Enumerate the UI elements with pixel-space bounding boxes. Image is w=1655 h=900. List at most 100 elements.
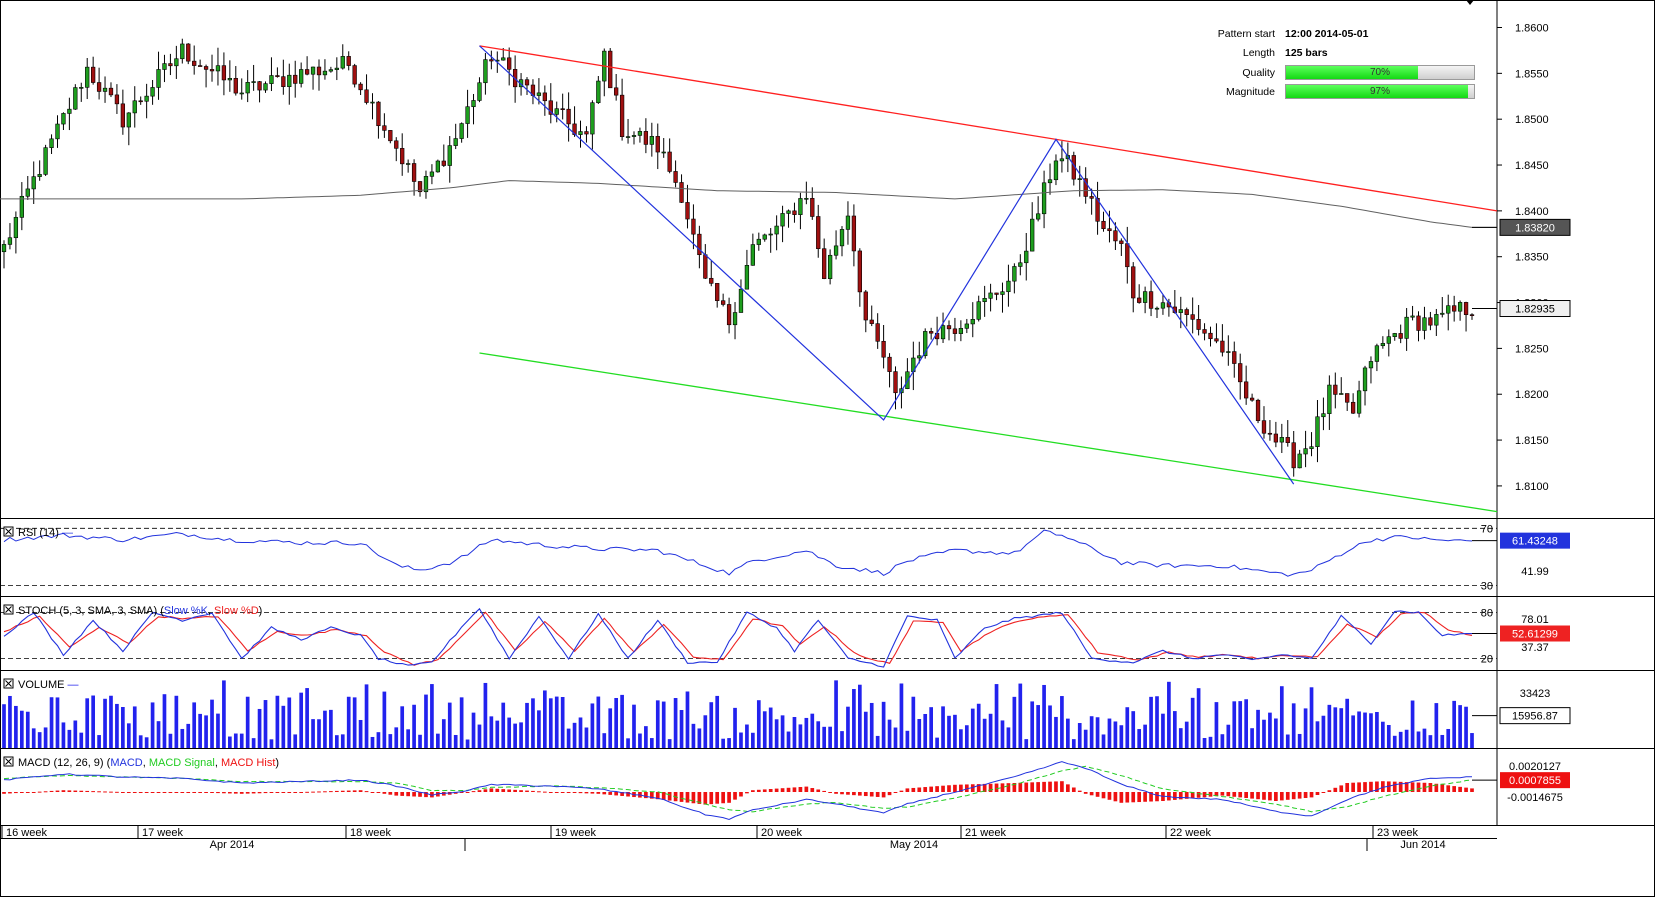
candle-body[interactable] — [631, 135, 637, 137]
candle-body[interactable] — [1321, 413, 1326, 418]
candle-body[interactable] — [55, 123, 60, 140]
candle-body[interactable] — [804, 198, 809, 200]
candle-body[interactable] — [1434, 314, 1439, 326]
candle-body[interactable] — [1339, 393, 1344, 395]
volume-bar[interactable] — [483, 682, 488, 748]
candle-body[interactable] — [923, 331, 928, 357]
volume-bar[interactable] — [542, 690, 547, 748]
volume-bar[interactable] — [293, 734, 298, 748]
volume-bar[interactable] — [115, 703, 119, 748]
candle-body[interactable] — [13, 217, 19, 239]
volume-bar[interactable] — [1071, 739, 1076, 748]
candle-body[interactable] — [180, 43, 185, 60]
candle-body[interactable] — [1261, 420, 1267, 434]
candle-body[interactable] — [1077, 178, 1082, 180]
candle-body[interactable] — [1416, 315, 1421, 331]
candle-body[interactable] — [1232, 351, 1237, 364]
candle-body[interactable] — [1059, 158, 1065, 162]
candle-body[interactable] — [316, 66, 322, 76]
volume-bar[interactable] — [1149, 696, 1153, 748]
candle-body[interactable] — [227, 78, 232, 81]
candle-body[interactable] — [1000, 291, 1005, 295]
volume-bar[interactable] — [31, 728, 36, 748]
candle-body[interactable] — [1053, 160, 1059, 181]
stoch-collapse-icon[interactable] — [5, 606, 12, 613]
volume-bar[interactable] — [144, 737, 149, 748]
candle-body[interactable] — [994, 292, 999, 295]
candle-body[interactable] — [715, 283, 720, 302]
volume-bar[interactable] — [334, 735, 339, 748]
candle-body[interactable] — [1440, 312, 1445, 315]
candle-body[interactable] — [489, 59, 494, 62]
candle-body[interactable] — [85, 66, 90, 88]
volume-bar[interactable] — [67, 729, 72, 748]
candle-body[interactable] — [441, 160, 446, 166]
candle-body[interactable] — [566, 108, 571, 125]
volume-bar[interactable] — [917, 719, 922, 748]
candle-body[interactable] — [376, 101, 381, 127]
candle-body[interactable] — [25, 188, 30, 197]
candle-body[interactable] — [1255, 399, 1261, 421]
volume-bar[interactable] — [756, 700, 761, 748]
volume-bar[interactable] — [1083, 729, 1088, 748]
volume-bar[interactable] — [1369, 713, 1373, 748]
volume-bar[interactable] — [1190, 697, 1195, 748]
volume-bar[interactable] — [228, 736, 232, 748]
volume-bar[interactable] — [400, 706, 405, 748]
volume-bar[interactable] — [156, 721, 161, 748]
candle-body[interactable] — [667, 151, 672, 172]
volume-bar[interactable] — [1416, 731, 1421, 748]
candle-body[interactable] — [1154, 307, 1160, 310]
volume-bar[interactable] — [1196, 688, 1201, 748]
candle-body[interactable] — [839, 229, 845, 247]
volume-bar[interactable] — [382, 691, 387, 748]
candle-body[interactable] — [1041, 182, 1047, 215]
candle-body[interactable] — [370, 101, 375, 104]
volume-bar[interactable] — [1274, 718, 1278, 748]
volume-bar[interactable] — [1434, 703, 1439, 748]
volume-bar[interactable] — [269, 739, 274, 748]
volume-bar[interactable] — [126, 723, 131, 748]
volume-bar[interactable] — [287, 697, 292, 748]
volume-bar[interactable] — [911, 696, 916, 748]
candle-body[interactable] — [596, 80, 601, 104]
volume-bar[interactable] — [679, 710, 684, 748]
candle-body[interactable] — [483, 59, 488, 84]
volume-bar[interactable] — [703, 715, 708, 748]
volume-bar[interactable] — [1137, 729, 1142, 748]
candle-body[interactable] — [643, 131, 649, 145]
candle-body[interactable] — [1214, 338, 1219, 342]
volume-bar[interactable] — [1232, 701, 1237, 748]
volume-bar[interactable] — [418, 734, 422, 748]
volume-bar[interactable] — [1125, 707, 1130, 748]
candle-body[interactable] — [1297, 453, 1302, 469]
candle-body[interactable] — [1035, 213, 1041, 220]
volume-bar[interactable] — [1351, 715, 1355, 748]
volume-bar[interactable] — [1321, 715, 1326, 748]
volume-bar[interactable] — [560, 696, 565, 748]
volume-bar[interactable] — [222, 680, 226, 748]
volume-bar[interactable] — [91, 695, 95, 748]
volume-bar[interactable] — [1303, 708, 1308, 748]
candle-body[interactable] — [310, 66, 316, 75]
candle-body[interactable] — [49, 138, 54, 148]
candle-body[interactable] — [810, 198, 815, 217]
volume-bar[interactable] — [869, 702, 874, 748]
candle-body[interactable] — [703, 254, 708, 279]
candle-body[interactable] — [1249, 397, 1255, 401]
volume-bar[interactable] — [1143, 724, 1147, 748]
candle-body[interactable] — [655, 136, 660, 153]
candle-body[interactable] — [233, 78, 238, 94]
volume-bar[interactable] — [233, 733, 238, 748]
candle-body[interactable] — [96, 82, 102, 92]
volume-bar[interactable] — [673, 698, 678, 748]
volume-bar[interactable] — [97, 735, 101, 748]
volume-bar[interactable] — [1113, 721, 1118, 748]
volume-bar[interactable] — [1161, 713, 1165, 748]
candle-body[interactable] — [929, 331, 934, 334]
volume-bar[interactable] — [132, 706, 137, 748]
volume-bar[interactable] — [810, 713, 815, 748]
volume-bar[interactable] — [685, 691, 690, 748]
candle-body[interactable] — [1012, 266, 1017, 282]
candle-body[interactable] — [822, 248, 827, 279]
